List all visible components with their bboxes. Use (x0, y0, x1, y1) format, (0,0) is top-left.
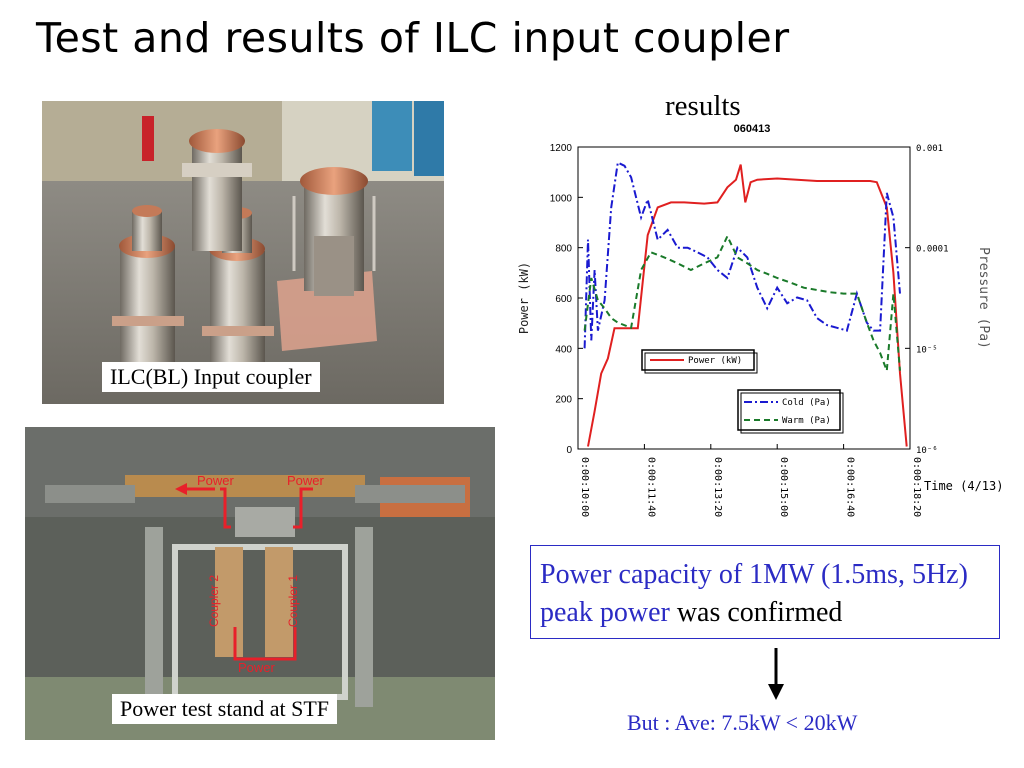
legend-cold-label: Cold (Pa) (782, 398, 831, 408)
y-tick-label: 200 (555, 395, 572, 406)
power-pressure-chart: 060413 0 200 400 600 800 1000 1200 10⁻⁶ 10⁻⁵ 0.0… (512, 118, 1020, 540)
y2-axis-label: Pressure (Pa) (976, 247, 991, 349)
x-tick-label: 0:00:10:00 (579, 457, 590, 517)
x-tick-label: 0:00:18:20 (911, 457, 922, 517)
input-coupler-photo (42, 101, 444, 404)
y-tick-label: 800 (555, 244, 572, 255)
power-test-stand-photo: Power Power Power Coupler 2 Coupler 1 (25, 427, 495, 740)
y-tick-label: 1200 (550, 143, 573, 154)
results-heading: results (665, 90, 741, 122)
x-tick-label: 0:00:11:40 (645, 457, 656, 517)
down-arrow-icon (766, 648, 786, 700)
chart-title: 060413 (734, 123, 771, 135)
confirmation-suffix: was confirmed (669, 597, 843, 628)
pressure-legend: Cold (Pa) Warm (Pa) (737, 389, 844, 434)
input-coupler-caption: ILC(BL) Input coupler (102, 362, 320, 392)
page-title: Test and results of ILC input coupler (36, 14, 790, 62)
legend-power-label: Power (kW) (688, 356, 742, 366)
coupler-1-label: Coupler 1 (286, 575, 300, 627)
coupler-2-label: Coupler 2 (207, 575, 221, 627)
average-power-note: But : Ave: 7.5kW < 20kW (627, 710, 858, 735)
y2-tick-label: 10⁻⁶ (916, 446, 938, 456)
y2-tick-label: 10⁻⁵ (916, 345, 938, 355)
confirmation-text: Power capacity of 1MW (1.5ms, 5Hz) peak … (540, 556, 1000, 632)
power-label-left: Power (197, 473, 235, 488)
y-tick-label: 1000 (550, 193, 573, 204)
x-tick-label: 0:00:13:20 (712, 457, 723, 517)
confirmation-box (530, 545, 1000, 639)
cold-pressure-series-line (583, 161, 901, 349)
confirmation-highlight: Power capacity of 1MW (1.5ms, 5Hz) peak … (540, 559, 968, 628)
power-series-line (587, 164, 908, 447)
y-tick-label: 400 (555, 344, 572, 355)
y-axis-label: Power (kW) (517, 262, 531, 334)
y2-tick-label: 0.001 (916, 144, 943, 154)
y2-tick-label: 0.0001 (916, 245, 949, 255)
power-label-bottom: Power (238, 660, 276, 675)
x-tick-label: 0:00:16:40 (845, 457, 856, 517)
y-tick-label: 0 (566, 445, 572, 456)
x-tick-label: 0:00:15:00 (778, 457, 789, 517)
power-label-right: Power (287, 473, 325, 488)
legend-warm-label: Warm (Pa) (782, 416, 831, 426)
power-legend: Power (kW) (641, 349, 758, 374)
x-axis-label: Time (4/13) (924, 479, 1003, 493)
test-stand-caption: Power test stand at STF (112, 694, 337, 724)
y-tick-label: 600 (555, 294, 572, 305)
warm-pressure-series-line (583, 233, 901, 372)
